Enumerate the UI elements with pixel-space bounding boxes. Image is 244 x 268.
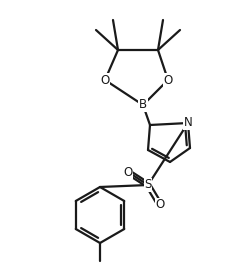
Text: N: N — [184, 117, 192, 129]
Text: B: B — [139, 99, 147, 111]
Text: O: O — [163, 73, 173, 87]
Text: O: O — [155, 199, 165, 211]
Text: S: S — [144, 178, 152, 192]
Text: O: O — [100, 73, 110, 87]
Text: O: O — [123, 166, 133, 178]
